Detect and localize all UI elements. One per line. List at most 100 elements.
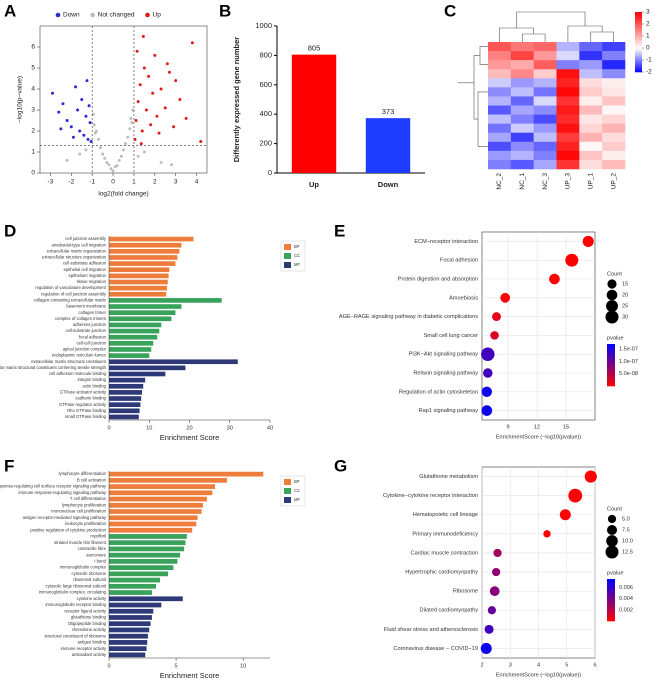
column-label: UP_1 [587, 173, 594, 190]
y-tick-label: sarcomere [86, 552, 106, 557]
y-tick-label: extracellular matrix organization [47, 248, 107, 253]
legend-label: 7.5 [622, 527, 630, 533]
heatmap-cell [533, 42, 557, 52]
bar [109, 267, 170, 273]
x-tick-label: 3 [509, 662, 512, 668]
point [105, 161, 109, 164]
dot [480, 642, 492, 654]
heatmap-cell [579, 114, 603, 124]
heatmap-cell [488, 42, 512, 52]
heatmap-cell [488, 78, 512, 88]
legend-marker [90, 12, 95, 18]
y-tick-label: glutathione binding [71, 615, 107, 620]
legend-label: CC [294, 488, 300, 493]
heatmap-cell [602, 105, 626, 115]
colorbar-step [635, 16, 642, 19]
y-tick-label: cytosolic ribosome [72, 571, 107, 576]
point [73, 85, 77, 89]
y-tick-label: 1000 [255, 21, 272, 30]
heatmap-cell [579, 141, 603, 152]
x-tick-label: Up [309, 180, 319, 189]
heatmap-cell [533, 96, 557, 106]
point [130, 121, 134, 125]
legend-title: Count [607, 271, 622, 277]
colorbar-step [635, 60, 642, 63]
dot [483, 368, 493, 378]
heatmap-cell [602, 96, 626, 106]
y-tick-label: 1 [31, 149, 35, 156]
bar [109, 571, 169, 577]
y-tick-label: apical junction complex [63, 347, 107, 352]
point [59, 127, 63, 131]
point [159, 161, 163, 164]
heatmap-cell [556, 132, 580, 143]
y-tick-label: Regulation of actin cytoskeleton [399, 389, 478, 395]
legend-marker [145, 12, 150, 18]
dot [487, 606, 496, 615]
y-tick-label: cell adhesion molecule binding [49, 371, 107, 376]
heatmap-cell [556, 78, 580, 88]
heatmap-cell [488, 96, 512, 106]
colorbar-step [607, 612, 615, 615]
heatmap-cell [579, 105, 603, 115]
dot [568, 488, 583, 503]
colorbar-step [607, 611, 615, 613]
y-tick-label: Primary immunodeficiency [412, 531, 478, 537]
heatmap-cell [533, 141, 557, 152]
colorbar-step [607, 372, 615, 374]
colorbar-step [635, 62, 642, 65]
column-label: UP_3 [565, 173, 572, 190]
colorbar-step [607, 355, 615, 357]
point [165, 62, 169, 66]
colorbar-step [607, 367, 615, 370]
y-tick-label: Hypertrophic cardiomyopathy [405, 570, 478, 576]
column-label: NC_3 [542, 173, 549, 190]
colorbar-step [607, 374, 615, 377]
heatmap-cell [510, 96, 534, 106]
y-tick-label: actin binding [82, 383, 106, 388]
y-tick-label: immune response-regulating signaling pat… [18, 490, 106, 495]
bar [109, 322, 162, 328]
y-tick-label: epithelial cell migration [64, 267, 107, 272]
legend-swatch [284, 488, 291, 494]
colorbar-step [607, 604, 615, 606]
legend-swatch [284, 244, 291, 250]
legend-label: 10.0 [622, 538, 633, 544]
heatmap-cell [488, 87, 512, 97]
x-tick-label: 10 [146, 425, 152, 431]
colorbar-step [607, 366, 615, 369]
colorbar-label: 1.0e-07 [619, 359, 638, 365]
dot [489, 586, 500, 597]
y-tick-label: 4 [31, 86, 35, 93]
dot [484, 624, 494, 634]
y-tick-label: antigen receptor-mediated signaling path… [23, 515, 107, 520]
point [151, 91, 155, 95]
point [142, 66, 146, 70]
y-tick-label: I band [94, 558, 106, 563]
y-tick-label: Amoebiasis [449, 295, 478, 301]
y-tick-label: 2 [31, 128, 35, 135]
dot [481, 386, 493, 397]
dot [481, 405, 493, 416]
heatmap-cell [579, 78, 603, 88]
y-tick-label: cytokine activity [77, 596, 107, 601]
x-tick-label: 20 [186, 425, 192, 431]
point [71, 135, 75, 139]
heatmap-cell [602, 123, 626, 134]
colorbar-step [607, 360, 615, 363]
colorbar-step [607, 363, 615, 366]
y-tick-label: cell-cell junction [76, 340, 106, 345]
y-tick-label: 6 [31, 44, 35, 51]
bar [109, 402, 141, 407]
point [167, 70, 171, 74]
x-axis-title: log2(fold change) [98, 191, 148, 198]
bar [109, 540, 186, 546]
bar [109, 334, 158, 340]
heatmap-cell [602, 150, 626, 161]
legend-size [607, 514, 617, 524]
dot [543, 530, 551, 538]
bar [109, 565, 174, 570]
colorbar-step [607, 348, 615, 350]
colorbar-step [635, 26, 642, 29]
